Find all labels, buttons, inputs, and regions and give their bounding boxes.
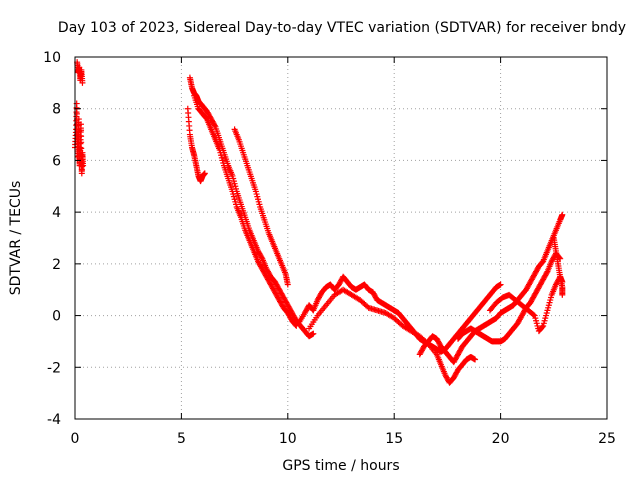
y-tick-label: -4 bbox=[47, 412, 61, 428]
data-point bbox=[80, 162, 87, 169]
y-tick-label: 4 bbox=[52, 205, 61, 221]
data-point bbox=[472, 356, 479, 363]
x-tick-label: 0 bbox=[71, 431, 80, 447]
x-tick-label: 15 bbox=[385, 431, 403, 447]
data-point bbox=[559, 291, 566, 298]
data-point bbox=[78, 127, 85, 134]
chart-title: Day 103 of 2023, Sidereal Day-to-day VTE… bbox=[58, 20, 626, 36]
plot-frame bbox=[74, 56, 608, 420]
data-point bbox=[497, 281, 504, 288]
y-tick-label: 10 bbox=[43, 50, 61, 66]
y-tick-label: 0 bbox=[52, 309, 61, 325]
data-point bbox=[530, 311, 537, 318]
x-tick-label: 20 bbox=[492, 431, 510, 447]
data-points bbox=[72, 59, 566, 386]
grid bbox=[75, 57, 607, 419]
y-tick-label: -2 bbox=[47, 360, 61, 376]
data-point bbox=[78, 139, 85, 146]
y-tick-label: 8 bbox=[52, 102, 61, 118]
data-point bbox=[201, 170, 208, 177]
data-point bbox=[539, 323, 546, 330]
data-point bbox=[78, 145, 85, 152]
data-point bbox=[284, 281, 291, 288]
data-point bbox=[543, 269, 550, 276]
x-tick-label: 25 bbox=[598, 431, 616, 447]
data-point bbox=[77, 121, 84, 128]
y-axis-label: SDTVAR / TECUs bbox=[8, 181, 24, 296]
data-point bbox=[78, 133, 85, 140]
x-tick-label: 5 bbox=[177, 431, 186, 447]
data-point bbox=[557, 255, 564, 262]
data-point bbox=[559, 211, 566, 218]
x-tick-label: 10 bbox=[279, 431, 297, 447]
data-point bbox=[310, 330, 317, 337]
y-tick-label: 2 bbox=[52, 257, 61, 273]
data-point bbox=[75, 116, 82, 123]
y-tick-label: 6 bbox=[52, 153, 61, 169]
data-point bbox=[79, 79, 86, 86]
axis-ticks: 0 5 10 15 20 25 -4 -2 0 2 4 6 8 10 bbox=[43, 50, 616, 447]
x-axis-label: GPS time / hours bbox=[282, 458, 399, 474]
